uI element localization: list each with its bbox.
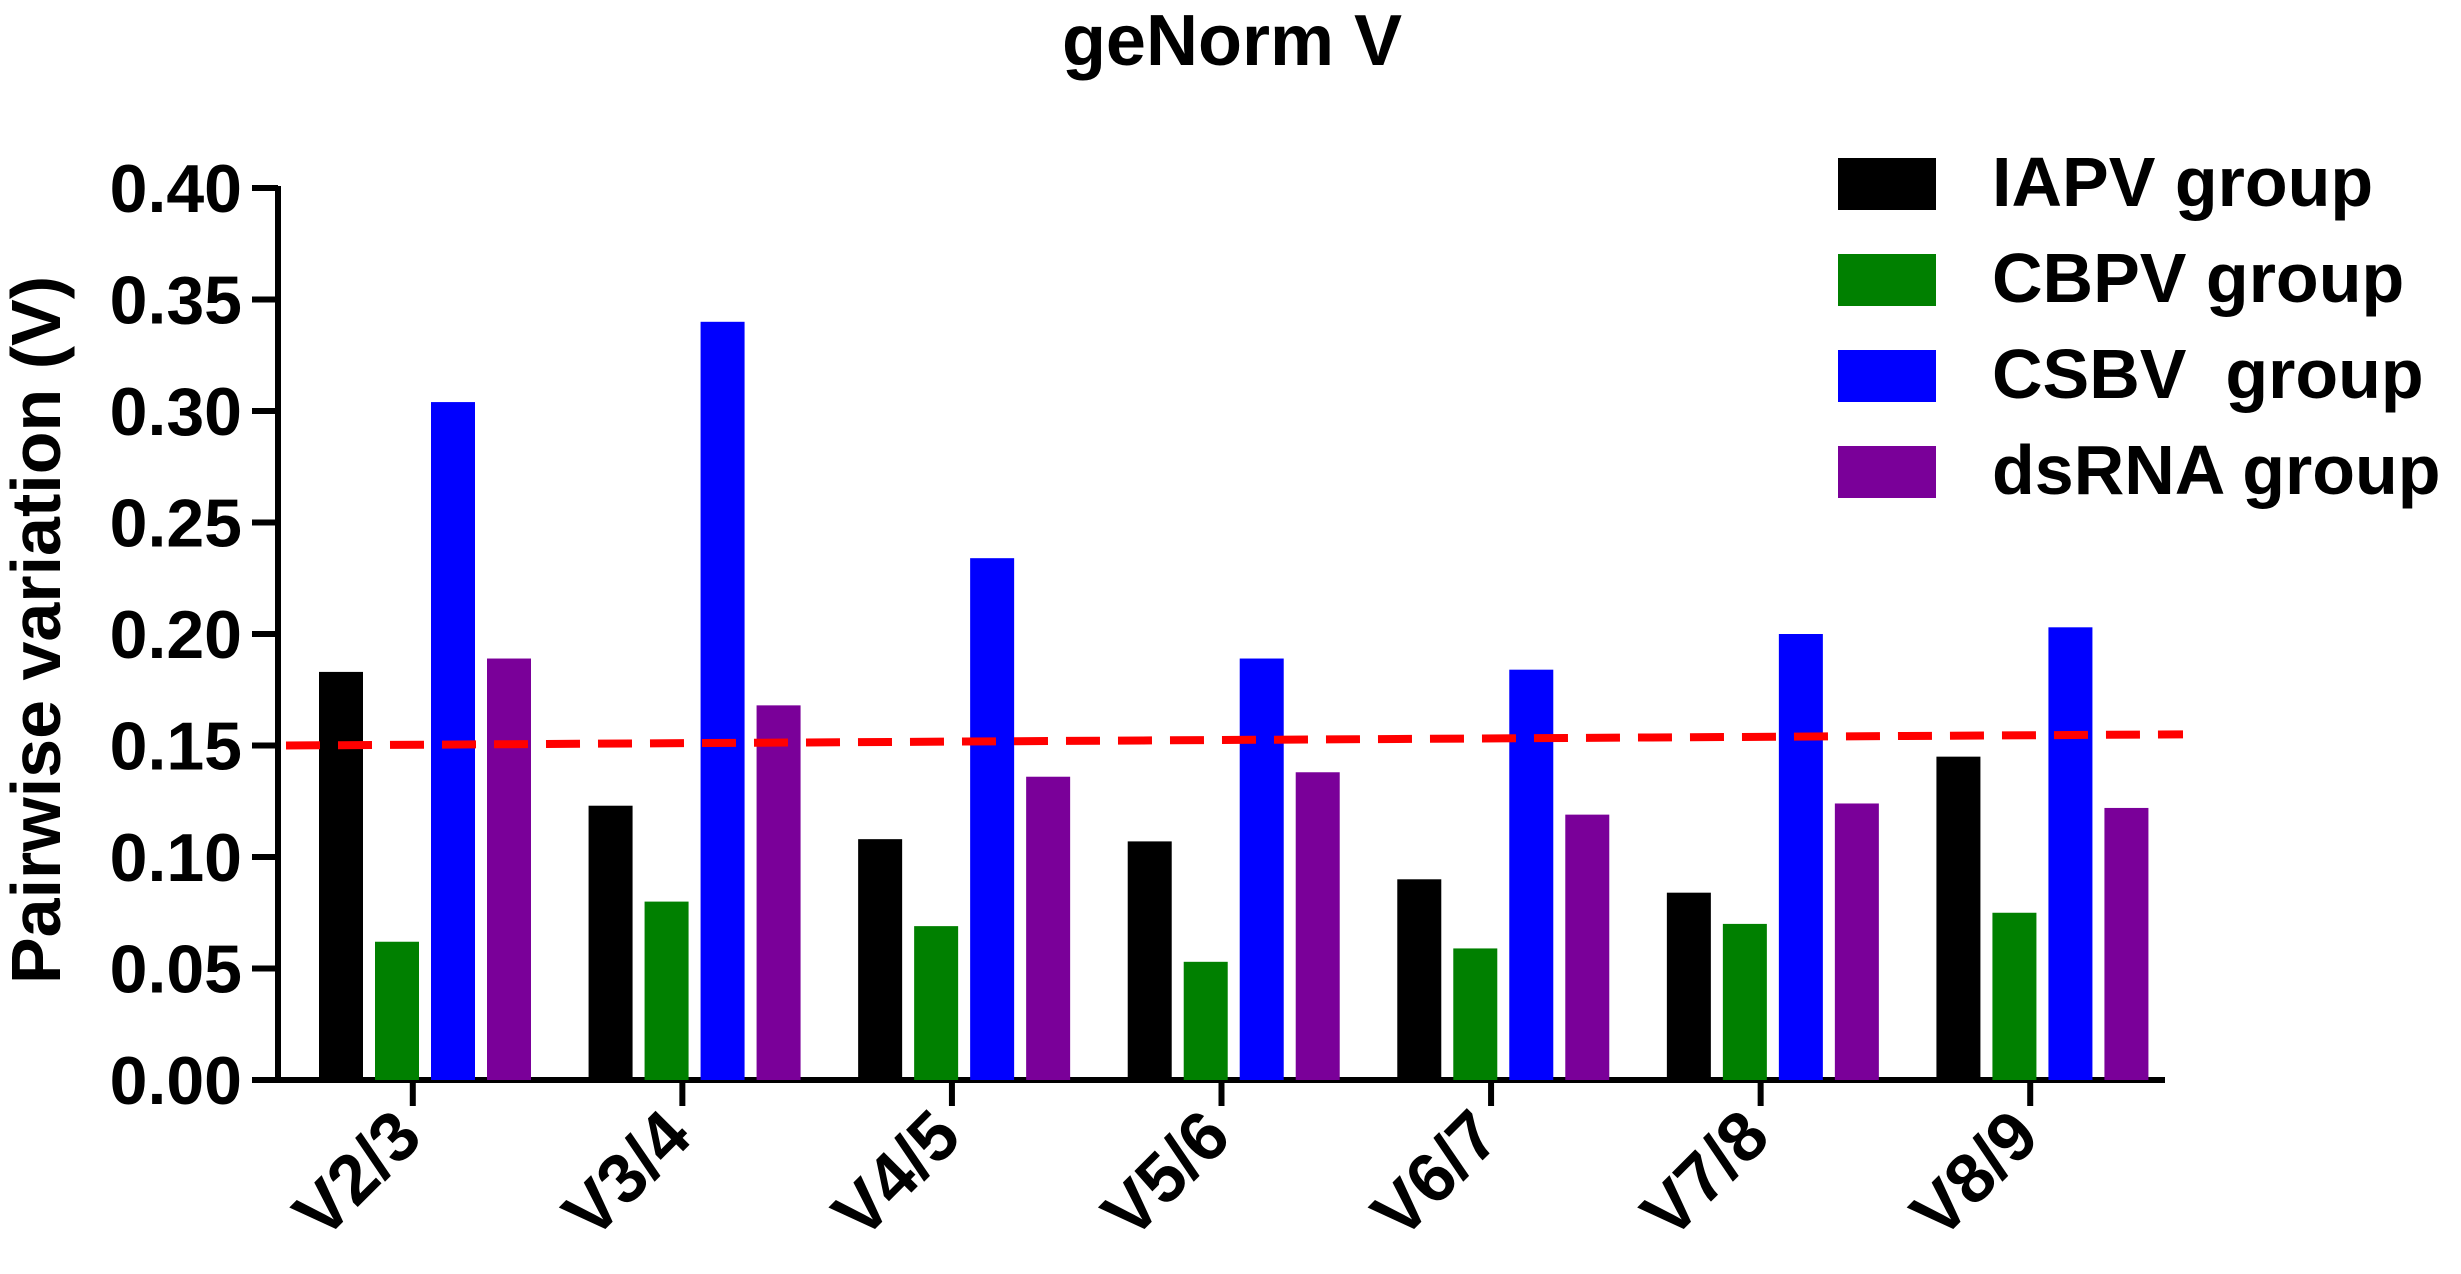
bar-iapv-group-v2-3: [319, 671, 363, 1080]
x-tick-label: V6/7: [1357, 1095, 1514, 1252]
x-tick-label: V2/3: [278, 1095, 435, 1252]
legend-label: CBPV group: [1992, 239, 2404, 317]
y-tick-label: 0.05: [110, 932, 242, 1008]
y-tick-label: 0.10: [110, 820, 242, 896]
y-tick-label: 0.20: [110, 597, 242, 673]
bar-dsrna-group-v4-5: [1026, 776, 1071, 1080]
bar-cbpv-group-v4-5: [914, 926, 959, 1080]
bar-dsrna-group-v3-4: [756, 705, 801, 1080]
bar-csbv-group-v4-5: [970, 558, 1015, 1080]
x-tick-label: V5/6: [1087, 1095, 1244, 1252]
threshold-line: [285, 730, 2184, 750]
bar-csbv-group-v3-4: [700, 321, 745, 1080]
legend-swatch-iapv-group: [1838, 158, 1936, 210]
bar-cbpv-group-v6-7: [1453, 948, 1498, 1080]
bar-cbpv-group-v3-4: [644, 901, 689, 1080]
chart-title: geNorm V: [1062, 1, 1402, 81]
y-tick-label: 0.30: [110, 374, 242, 450]
bar-iapv-group-v7-8: [1666, 892, 1711, 1080]
bar-dsrna-group-v6-7: [1565, 814, 1610, 1080]
bar-csbv-group-v7-8: [1778, 634, 1823, 1080]
bar-dsrna-group-v8-9: [2104, 807, 2149, 1080]
y-tick-label: 0.00: [110, 1043, 242, 1119]
legend-label: dsRNA group: [1992, 431, 2440, 509]
x-tick-label: V3/4: [548, 1095, 705, 1252]
bar-iapv-group-v8-9: [1936, 756, 1981, 1080]
bar-csbv-group-v6-7: [1509, 669, 1554, 1080]
y-tick-label: 0.40: [110, 151, 242, 227]
x-tick-label: V8/9: [1896, 1095, 2053, 1252]
bar-dsrna-group-v2-3: [487, 658, 531, 1080]
legend: IAPV group CBPV group CSBV group dsRNA grou…: [1838, 143, 2440, 509]
plot-area: 0.00 0.05 0.10 0.15 0.20 0.25 0.30 0.35 0.40 V2/3…: [110, 151, 2184, 1252]
y-tick-label: 0.25: [110, 486, 242, 562]
bar-dsrna-group-v5-6: [1295, 772, 1340, 1080]
legend-swatch-csbv-group: [1838, 350, 1936, 402]
bar-cbpv-group-v8-9: [1992, 912, 2037, 1080]
legend-swatch-dsrna-group: [1838, 446, 1936, 498]
bar-cbpv-group-v2-3: [375, 941, 419, 1080]
bar-csbv-group-v8-9: [2048, 627, 2093, 1080]
bar-dsrna-group-v7-8: [1834, 803, 1879, 1080]
legend-label: IAPV group: [1992, 143, 2373, 221]
bar-cbpv-group-v7-8: [1722, 923, 1767, 1080]
bar-iapv-group-v4-5: [858, 839, 903, 1080]
bar-iapv-group-v5-6: [1127, 841, 1172, 1080]
bar-cbpv-group-v5-6: [1183, 961, 1228, 1080]
y-tick-label: 0.15: [110, 709, 242, 785]
x-tick-label: V4/5: [818, 1095, 975, 1252]
legend-swatch-cbpv-group: [1838, 254, 1936, 306]
bar-iapv-group-v6-7: [1397, 879, 1442, 1080]
y-tick-label: 0.35: [110, 263, 242, 339]
bar-csbv-group-v5-6: [1239, 658, 1284, 1080]
bar-iapv-group-v3-4: [588, 805, 633, 1080]
x-tick-label: V7/8: [1626, 1095, 1783, 1252]
y-axis-label: Pairwise variation (V): [0, 276, 75, 984]
legend-label: CSBV group: [1992, 335, 2424, 413]
